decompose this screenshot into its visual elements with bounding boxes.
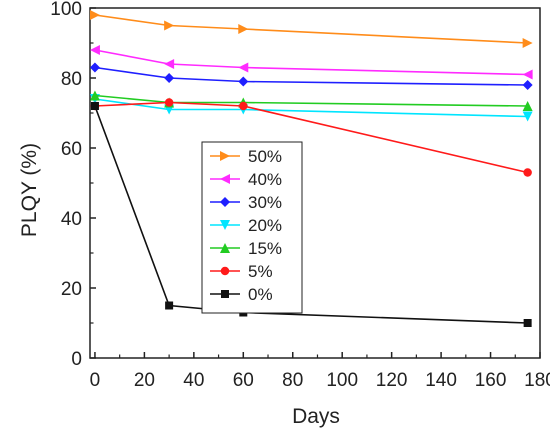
legend-label: 15% — [248, 239, 282, 258]
x-tick-label: 0 — [90, 370, 101, 391]
legend-marker — [220, 197, 230, 207]
series-point-6 — [90, 102, 99, 110]
series-point-5 — [239, 101, 248, 111]
y-tick-label: 40 — [61, 209, 82, 230]
series-point-0 — [238, 24, 249, 34]
series-point-0 — [89, 10, 100, 20]
y-axis-title: PLQY (%) — [18, 143, 41, 237]
legend-marker — [220, 243, 230, 253]
series-point-2 — [164, 73, 175, 83]
series-line-6 — [94, 105, 528, 324]
plot-area: 0 20 40 60 80 100 0 20 40 60 80 100 120 140 160 180 50% 4… — [50, 0, 550, 391]
x-tick-label: 100 — [326, 370, 358, 391]
legend-label: 50% — [248, 147, 282, 166]
legend-label: 5% — [248, 262, 273, 281]
series-point-2 — [89, 62, 100, 73]
series-point-5 — [164, 98, 174, 107]
series-point-0 — [164, 20, 175, 31]
series-point-4 — [522, 101, 533, 111]
series-point-2 — [522, 80, 533, 90]
legend-marker — [220, 174, 230, 184]
legend-label: 0% — [248, 285, 273, 304]
legend-label: 40% — [248, 170, 282, 189]
x-tick-label: 40 — [183, 370, 204, 391]
y-tick-label: 80 — [61, 69, 82, 90]
series-point-2 — [238, 76, 249, 87]
series-point-1 — [164, 59, 175, 69]
series-point-3 — [522, 111, 533, 122]
y-tick-label: 0 — [71, 349, 82, 370]
y-tick-label: 20 — [61, 279, 82, 300]
series-point-0 — [522, 38, 533, 48]
legend-label: 20% — [248, 216, 282, 235]
legend-box — [201, 141, 303, 314]
legend-marker — [220, 151, 230, 161]
series-line-5 — [94, 101, 528, 174]
series-point-6 — [165, 301, 174, 310]
x-tick-label: 160 — [475, 370, 507, 391]
x-tick-label: 120 — [376, 370, 408, 391]
legend-label: 30% — [248, 193, 282, 212]
series-line-2 — [94, 66, 528, 86]
series-point-6 — [523, 319, 532, 327]
series-line-0 — [94, 14, 528, 44]
x-axis-title: Days — [292, 405, 340, 428]
series-point-1 — [89, 45, 100, 55]
series-point-1 — [238, 62, 249, 73]
series-point-5 — [523, 168, 532, 177]
legend-marker — [220, 266, 230, 276]
y-tick-label: 100 — [50, 0, 82, 20]
series-point-4 — [89, 90, 100, 101]
x-tick-label: 180 — [524, 370, 550, 391]
y-tick-label: 60 — [61, 139, 82, 160]
legend-marker — [220, 220, 230, 230]
plot-frame — [89, 7, 541, 359]
x-tick-label: 60 — [233, 370, 254, 391]
series-line-1 — [94, 49, 528, 76]
legend-marker — [221, 290, 229, 298]
series-point-1 — [522, 69, 533, 80]
x-tick-label: 20 — [134, 370, 155, 391]
x-tick-label: 80 — [282, 370, 303, 391]
x-tick-label: 140 — [425, 370, 457, 391]
series-line-4 — [94, 94, 528, 107]
